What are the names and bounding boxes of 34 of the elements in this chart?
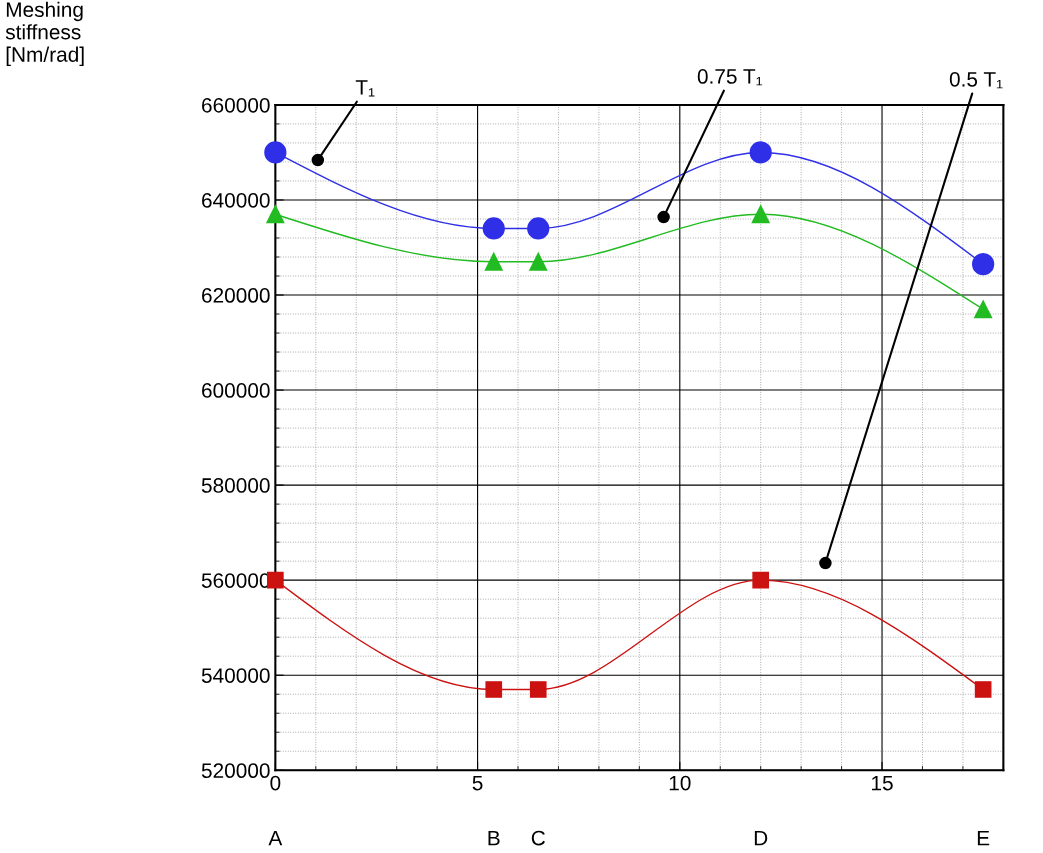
y-tick-label: 540000 <box>201 668 270 683</box>
point <box>485 681 503 698</box>
point <box>974 300 993 319</box>
point <box>527 217 550 240</box>
x-tick-label: 0 <box>270 775 281 791</box>
y-tick-label: 520000 <box>201 763 270 779</box>
point <box>974 681 992 698</box>
point <box>749 141 772 164</box>
text: C <box>531 830 545 846</box>
x-tick-label: 5 <box>472 775 483 791</box>
point <box>752 571 770 589</box>
text: A <box>268 830 283 846</box>
text: D <box>754 830 768 846</box>
y-tick-label: 620000 <box>202 288 270 303</box>
point <box>267 571 284 589</box>
point <box>751 205 770 224</box>
point <box>264 141 287 164</box>
point <box>482 217 505 240</box>
text: Meshing stiffness [Nm/rad] <box>5 1 84 67</box>
text: B <box>488 830 500 846</box>
annotation: 0.5 T₁ <box>949 71 1003 89</box>
text: E <box>977 830 990 846</box>
y-tick-label: 600000 <box>202 383 270 398</box>
point <box>529 252 548 271</box>
y-tick-label: 640000 <box>202 192 270 208</box>
y-tick-label: 660000 <box>202 97 270 113</box>
y-tick-label: 580000 <box>201 478 270 493</box>
point <box>972 253 995 276</box>
point <box>484 252 503 271</box>
annotation: 0.75 T₁ <box>697 69 763 86</box>
x-tick-label: 15 <box>872 775 893 791</box>
x-tick-label: 10 <box>669 775 691 791</box>
annotation: T₁ <box>355 80 375 97</box>
point <box>529 681 547 698</box>
